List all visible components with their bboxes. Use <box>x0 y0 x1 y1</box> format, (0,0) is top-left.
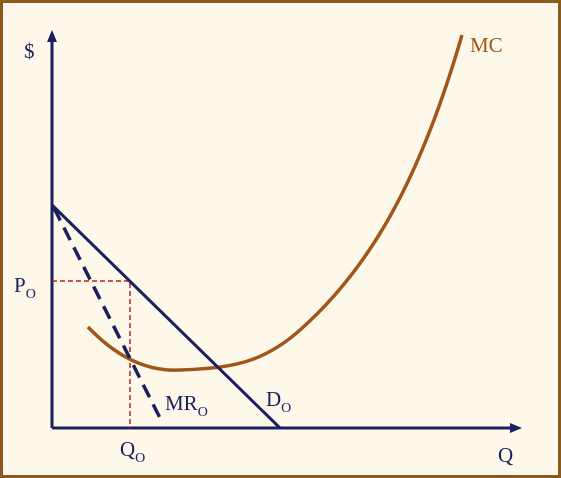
demand-sub: O <box>281 401 291 416</box>
mc-curve <box>86 34 464 372</box>
reference-lines <box>52 280 131 428</box>
price-sub: O <box>26 287 36 302</box>
y-axis-label: $ <box>24 39 35 63</box>
demand-main: D <box>266 387 281 411</box>
quantity-main: Q <box>120 437 135 461</box>
mc-label: MC <box>470 33 503 57</box>
mr-label: MRO <box>165 391 208 420</box>
quantity-label: QO <box>120 437 145 466</box>
x-axis-arrow <box>510 423 522 433</box>
quantity-sub: O <box>135 451 145 466</box>
x-axis-label: Q <box>498 443 513 467</box>
price-label: PO <box>14 273 36 302</box>
demand-curve <box>50 203 282 430</box>
y-axis-arrow <box>47 30 57 42</box>
mr-curve <box>52 207 162 419</box>
mr-sub: O <box>198 405 208 420</box>
price-main: P <box>14 273 26 297</box>
demand-label: DO <box>266 387 291 416</box>
mr-main: MR <box>165 391 198 415</box>
